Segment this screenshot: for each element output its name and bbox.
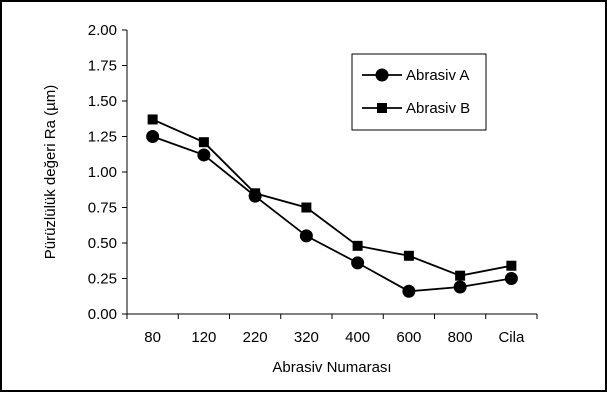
y-tick-label: 1.50 [88,93,117,110]
legend-label: Abrasiv B [406,100,470,117]
legend-marker-square [377,103,387,113]
data-point-square [403,250,414,261]
data-point-square [147,114,158,125]
x-tick-label: 320 [294,329,319,346]
data-point-square [198,137,209,148]
data-point-circle [453,280,467,294]
data-point-square [301,202,312,213]
data-point-circle [351,256,365,270]
y-tick-label: 0.50 [88,235,117,252]
legend: Abrasiv A Abrasiv B [351,53,487,131]
data-point-circle [197,148,211,162]
y-tick-label: 2.00 [88,22,117,39]
x-axis-ticks: 80 120 220 320 400 600 800 Cila [126,314,538,346]
y-axis-title: Pürüzlülük değeri Ra (µm) [42,85,59,260]
x-tick-label: 800 [448,329,473,346]
y-tick-label: 1.75 [88,58,117,75]
data-point-square [506,260,517,271]
legend-label: Abrasiv A [406,67,469,84]
y-tick-label: 0.00 [88,306,117,323]
series-line [152,118,512,277]
data-point-square [352,240,363,251]
y-tick-label: 0.75 [88,200,117,217]
y-tick-label: 0.25 [88,271,117,288]
x-tick-label: 600 [396,329,421,346]
legend-box [351,53,487,131]
data-point-circle [402,284,416,298]
data-point-square [455,270,466,281]
data-point-square [250,188,261,199]
data-point-circle [146,130,160,143]
series-line [152,135,512,293]
x-axis-title: Abrasiv Numarası [272,359,391,376]
y-axis-ticks: 0.00 0.25 0.50 0.75 1.00 1.25 1.50 1.75 2.00 [88,22,127,323]
data-point-circle [504,272,518,285]
series-2 [147,114,517,281]
legend-marker-circle [375,68,389,82]
series-layer [146,114,518,298]
x-tick-label: 220 [243,329,268,346]
y-tick-label: 1.25 [88,129,117,146]
data-point-circle [299,229,313,243]
x-tick-label: 400 [345,329,370,346]
y-tick-label: 1.00 [88,164,117,181]
x-tick-label: 120 [191,329,216,346]
x-tick-label: Cila [498,329,524,346]
x-tick-label: 80 [144,329,161,346]
